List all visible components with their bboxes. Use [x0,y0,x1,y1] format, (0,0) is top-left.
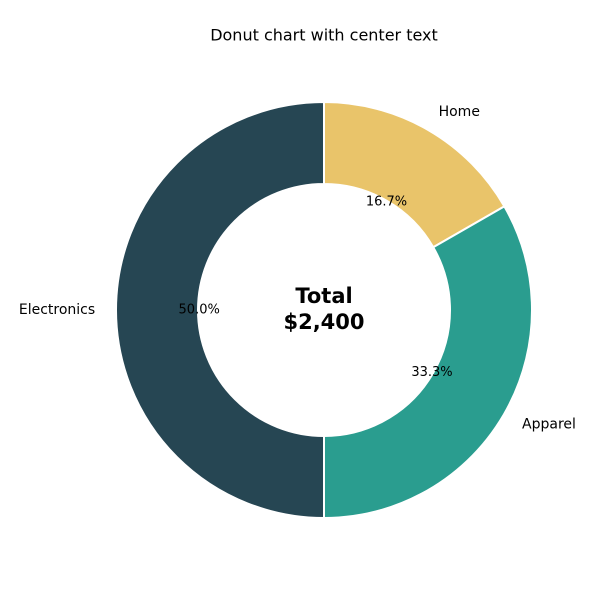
chart-title: Donut chart with center text [210,26,438,45]
category-label: Electronics [19,302,95,318]
category-label: Home [439,104,480,120]
donut-segment [323,205,533,520]
value-label: 33.3% [411,365,452,380]
category-label: Apparel [522,417,576,433]
center-text: $2,400 [283,310,364,334]
donut-segment [115,100,325,520]
center-text: Total [295,284,352,308]
value-label: 16.7% [366,194,407,209]
value-label: 50.0% [179,303,220,318]
